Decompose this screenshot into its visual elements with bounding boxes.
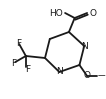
Text: F: F — [11, 59, 16, 69]
Text: O: O — [89, 9, 96, 18]
Text: HO: HO — [49, 9, 63, 18]
Text: O: O — [84, 71, 91, 80]
Text: —: — — [98, 71, 105, 80]
Text: N: N — [56, 68, 63, 77]
Text: F: F — [16, 39, 21, 48]
Text: N: N — [81, 41, 88, 50]
Text: F: F — [25, 65, 30, 73]
